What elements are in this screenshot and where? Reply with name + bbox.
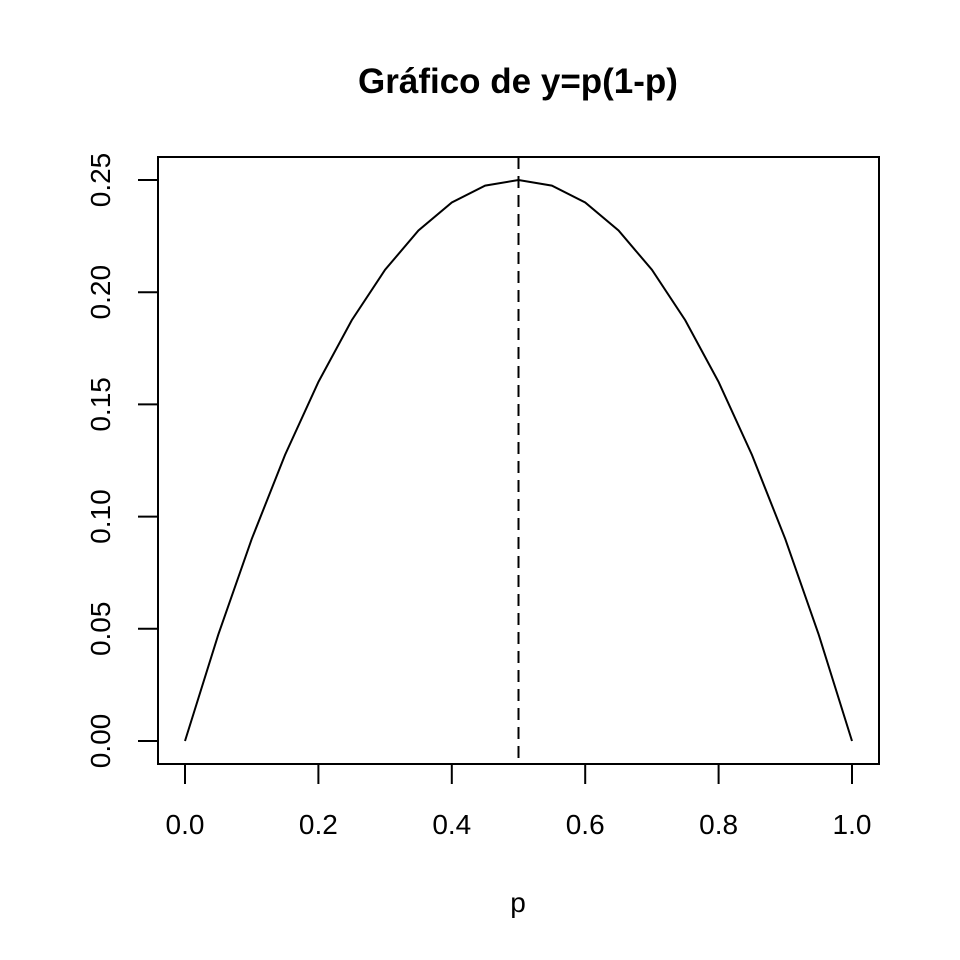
x-tick-label: 0.4 bbox=[432, 809, 471, 840]
x-tick-label: 0.6 bbox=[566, 809, 605, 840]
y-tick-label: 0.00 bbox=[85, 714, 116, 769]
chart-title: Gráfico de y=p(1-p) bbox=[358, 62, 678, 101]
y-tick-label: 0.20 bbox=[85, 265, 116, 320]
y-axis: 0.00 0.05 0.10 0.15 0.20 0.25 bbox=[85, 153, 159, 769]
y-tick-label: 0.25 bbox=[85, 153, 116, 208]
y-tick-label: 0.15 bbox=[85, 377, 116, 432]
x-tick-label: 0.0 bbox=[166, 809, 205, 840]
y-tick-label: 0.10 bbox=[85, 489, 116, 544]
x-tick-label: 0.8 bbox=[699, 809, 738, 840]
x-axis-label: p bbox=[510, 887, 526, 918]
x-tick-label: 0.2 bbox=[299, 809, 338, 840]
x-tick-label: 1.0 bbox=[833, 809, 872, 840]
y-tick-label: 0.05 bbox=[85, 602, 116, 657]
x-axis: 0.0 0.2 0.4 0.6 0.8 1.0 bbox=[166, 763, 872, 840]
